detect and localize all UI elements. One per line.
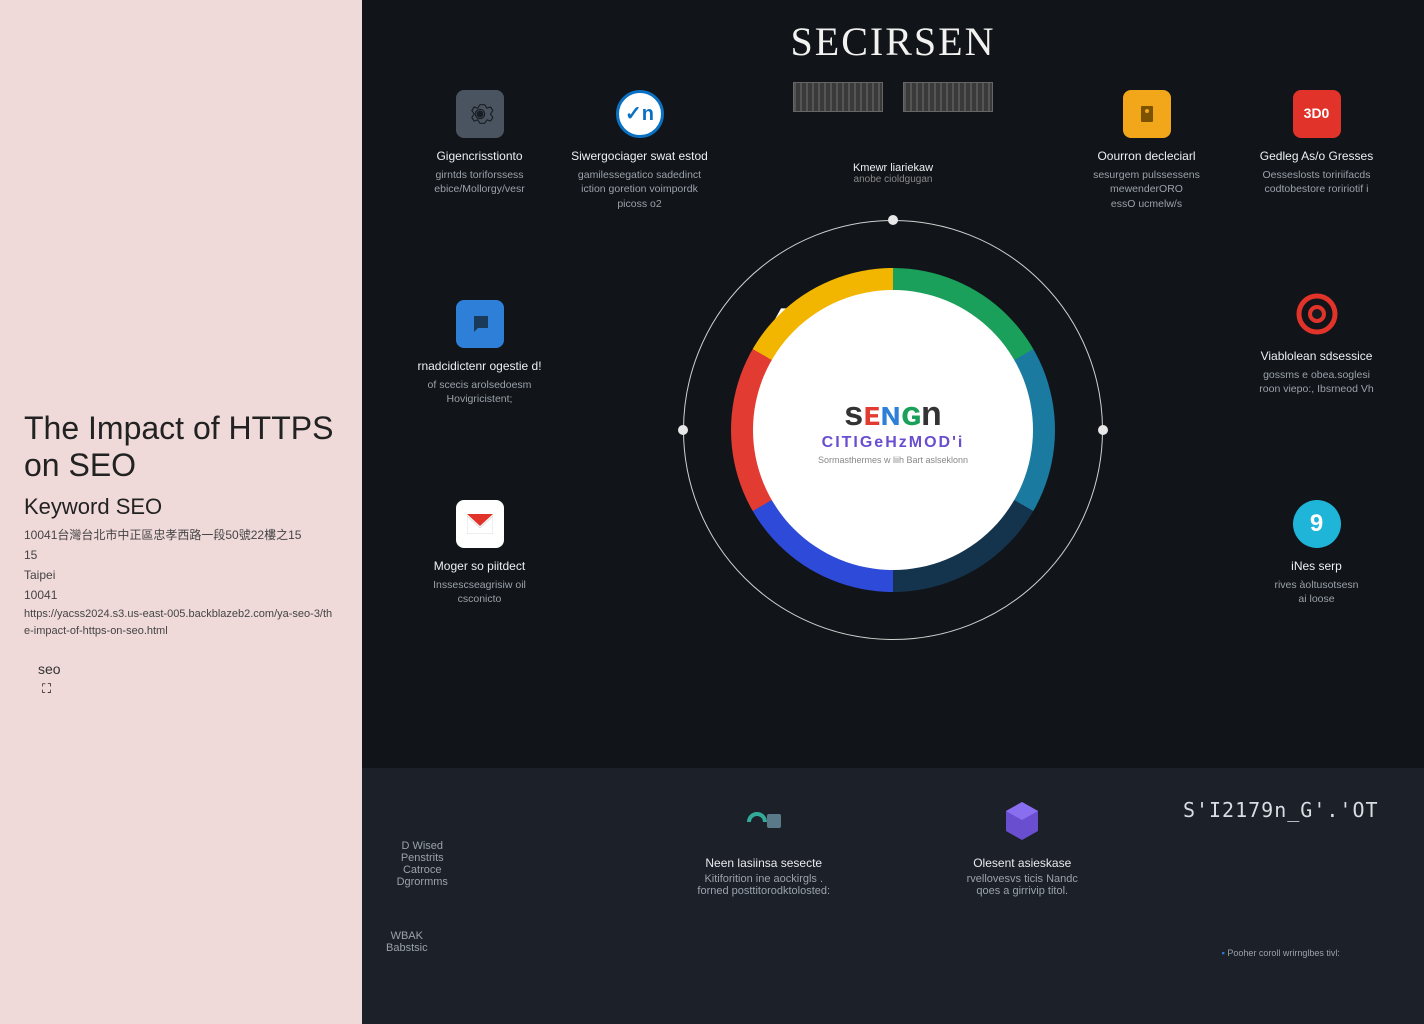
sidebar: The Impact of HTTPS on SEO Keyword SEO 1… [0,0,362,1024]
upper-region: ✎ sᴇɴɢn CITIGeHzMOD'i Sormasthermes w li… [362,90,1424,670]
address-line2: 15 [24,546,338,564]
lower-col-2: Neen lasiinsa sesecte Kitiforition ine a… [645,788,884,1004]
gear-icon [456,90,504,138]
center-ring: ✎ sᴇɴɢn CITIGeHzMOD'i Sormasthermes w li… [683,220,1103,640]
center-disc: sᴇɴɢn CITIGeHzMOD'i Sormasthermes w liih… [753,290,1033,570]
bar-row: WBAK Babstsic [386,918,556,966]
ring-label-top: Kmewr liariekaw anobe cioldgugan [813,162,973,185]
feature-2: Oourron decleciarl sesurgem pulssessensm… [1059,90,1234,212]
arrow-circle-icon: ✓n [616,90,664,138]
brand-title: SECIRSEN [362,0,1424,65]
lower-band: D Wised Penstrits Catroce Dgrormms WBAK … [362,768,1424,1024]
feature-0: Gigencrisstionto girntds toriforssessebi… [392,90,567,197]
lower-col-1: D Wised Penstrits Catroce Dgrormms WBAK … [386,788,625,1004]
swirl-icon: 9 [1293,500,1341,548]
source-url[interactable]: https://yacss2024.s3.us-east-005.backbla… [24,606,338,641]
center-tag: Sormasthermes w liih Bart aslseklonn [818,455,968,465]
group-icon [739,798,789,846]
chat-icon [456,300,504,348]
zip: 10041 [24,586,338,604]
feature-1: ✓n Siwergociager swat estod gamilessegat… [552,90,727,212]
page-subtitle: Keyword SEO [24,494,338,520]
infographic-main: SECIRSEN ✎ sᴇɴɢn CITIGeHzMOD'i Sormasthe… [362,0,1424,1024]
pill-grid: D Wised Penstrits Catroce Dgrormms [386,828,536,888]
feature-3: 3D0 Gedleg As/o Gresses Oesseslosts tori… [1229,90,1404,197]
mail-icon [456,500,504,548]
address-line: 10041台灣台北市中正區忠孝西路一段50號22樓之15 [24,526,338,544]
feature-7: 9 iNes serp rives àoltusotsesnai loose [1229,500,1404,607]
city: Taipei [24,566,338,584]
lower-col-4: S'I2179n_G'.'OT ▪ Pooher coroll wrirnglb… [1162,788,1401,1004]
feature-5: Viablolean sdsessice gossms e obea.sogle… [1229,290,1404,397]
badge-icon: 3D0 [1293,90,1341,138]
feature-4: rnadcidictenr ogestie d! of scecis arols… [392,300,567,407]
stat-heading: S'I2179n_G'.'OT [1183,798,1379,822]
target-icon [1293,290,1341,338]
doc-icon [1123,90,1171,138]
cube-icon [1002,798,1042,846]
page-title: The Impact of HTTPS on SEO [24,410,338,484]
center-sub: CITIGeHzMOD'i [818,434,968,452]
lower-col-3: Olesent asieskase rvellovesvs ticis Nand… [903,788,1142,1004]
center-word: sᴇɴɢn [818,395,968,434]
tag-label: seo [38,661,338,677]
feature-6: Moger so piitdect Inssescseagrisiw oilcs… [392,500,567,607]
expand-icon[interactable]: ⛶ [42,681,338,697]
